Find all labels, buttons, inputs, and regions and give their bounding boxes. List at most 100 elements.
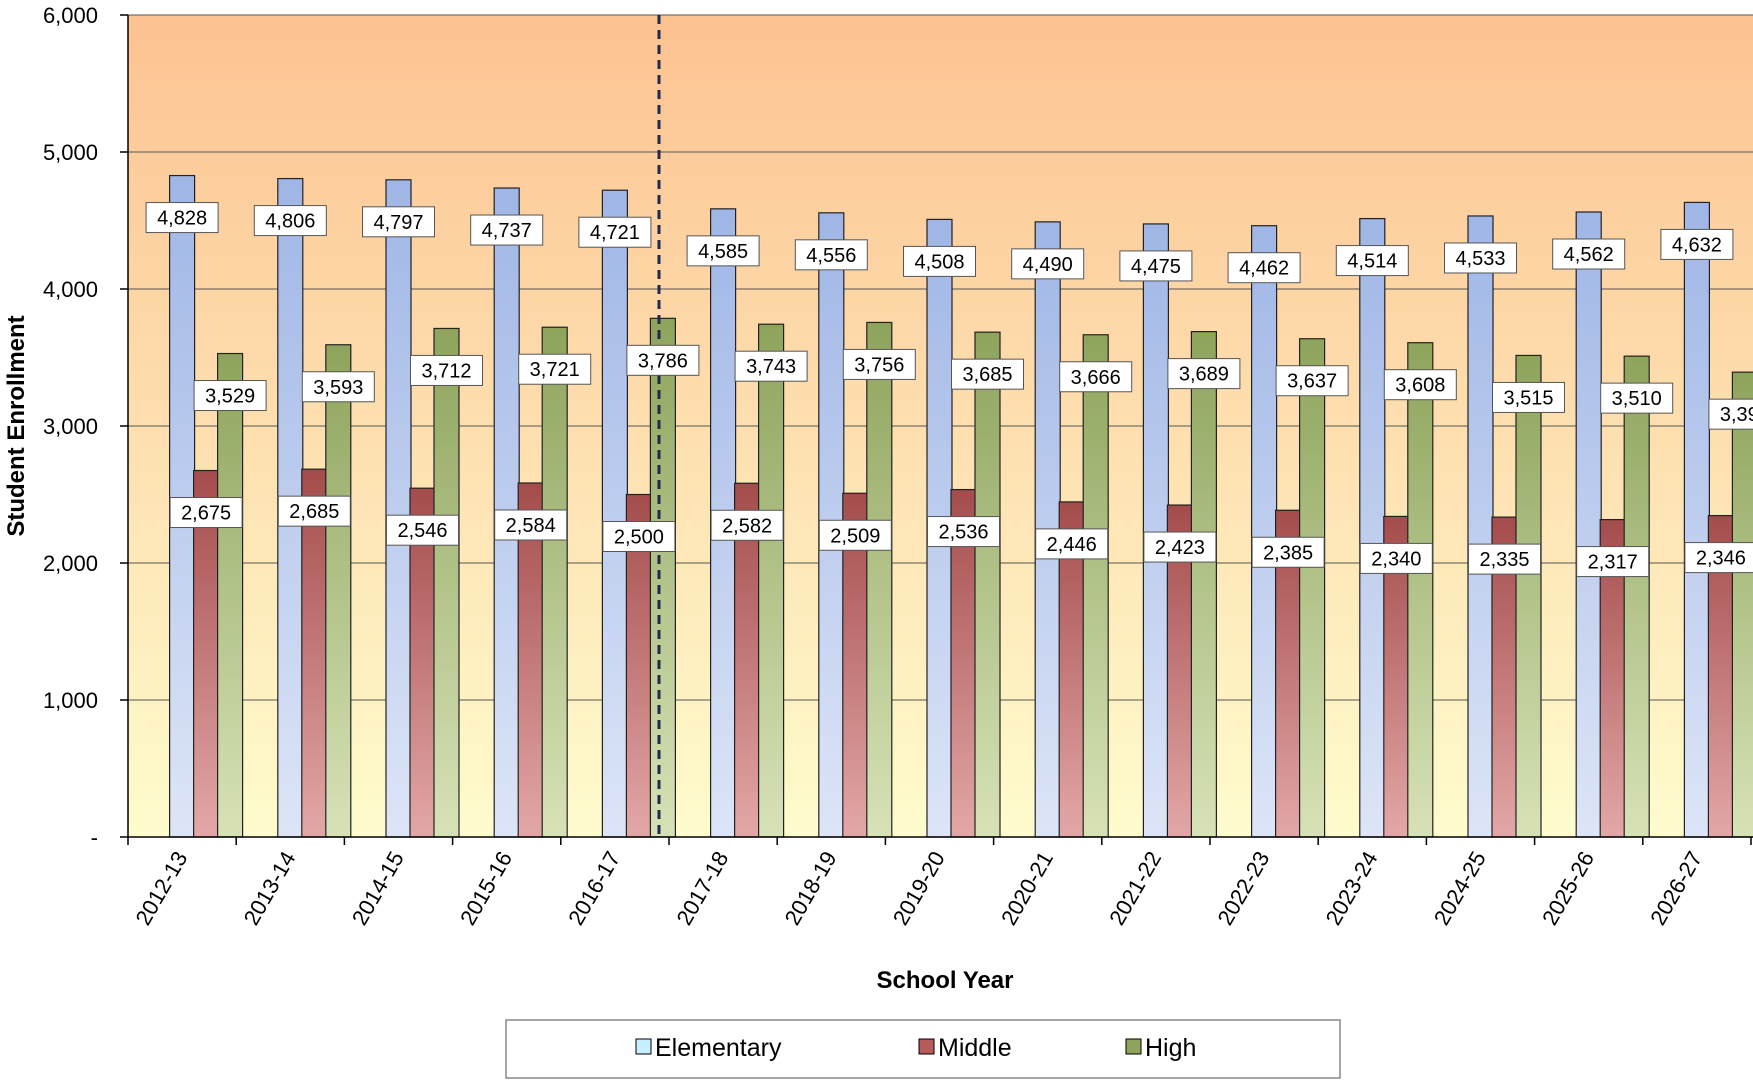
legend-label: Middle [938, 1034, 1012, 1062]
data-label-box [927, 516, 1000, 548]
axes [120, 14, 1753, 845]
data-label-box [1708, 398, 1753, 430]
x-tick-label: 2021-22 [1104, 847, 1166, 929]
data-label-high-2013-14: 3,593 [301, 371, 375, 403]
x-axis-title: School Year [877, 967, 1014, 994]
bar-elementary-2023-24 [1359, 217, 1386, 838]
data-label-box [253, 205, 327, 237]
data-label-box [1383, 369, 1457, 401]
data-label-elementary-2019-20: 4,508 [903, 245, 976, 277]
x-tick-label: 2016-17 [563, 847, 625, 929]
data-label-text: 2,317 [1588, 552, 1638, 574]
x-tick-label: 2013-14 [239, 847, 301, 929]
data-label-high-2019-20: 3,685 [951, 358, 1024, 390]
data-label-box [386, 514, 459, 546]
data-label-elementary-2020-21: 4,490 [1011, 248, 1085, 280]
data-label-text: 3,689 [1179, 364, 1229, 386]
data-label-high-2015-16: 3,721 [518, 353, 592, 385]
legend-item-high: High [1125, 1034, 1196, 1062]
data-label-high-2020-21: 3,666 [1059, 361, 1133, 393]
data-label-text: 2,385 [1263, 542, 1313, 564]
bar-high-2019-20 [974, 331, 1001, 838]
bar-high-2018-19 [866, 321, 893, 838]
data-label-elementary-2022-23: 4,462 [1227, 252, 1301, 284]
bar-high-2013-14 [325, 344, 352, 838]
data-label-middle-2012-13: 2,675 [169, 497, 243, 529]
data-label-middle-2025-26: 2,317 [1576, 546, 1650, 578]
data-label-box [1684, 542, 1753, 574]
x-tick-label: 2020-21 [996, 847, 1058, 929]
data-label-box [602, 521, 676, 552]
x-tick-label: 2026-27 [1645, 847, 1707, 929]
data-label-text: 2,335 [1479, 549, 1529, 571]
data-label-high-2021-22: 3,689 [1167, 358, 1241, 390]
data-label-middle-2013-14: 2,685 [277, 495, 351, 527]
data-label-high-2012-13: 3,529 [193, 380, 267, 412]
y-tick-label: - [91, 825, 98, 850]
data-label-middle-2026-27: 2,346 [1684, 542, 1753, 574]
data-label-box [794, 239, 868, 271]
data-label-high-2017-18: 3,743 [734, 350, 808, 382]
y-axis-title: Student Enrollment [3, 315, 30, 536]
data-label-text: 4,632 [1672, 234, 1722, 256]
data-label-box [1059, 361, 1133, 393]
data-label-box [1444, 242, 1517, 274]
bar-middle-2015-16 [517, 482, 544, 838]
bar-high-2017-18 [757, 323, 785, 838]
data-label-text: 4,806 [265, 211, 315, 233]
bar-middle-2014-15 [409, 487, 436, 838]
data-label-box [1552, 238, 1626, 270]
data-label-text: 3,666 [1071, 367, 1121, 389]
data-label-elementary-2025-26: 4,562 [1552, 238, 1626, 270]
bar-high-2021-22 [1190, 331, 1218, 838]
data-label-text: 2,500 [614, 527, 664, 549]
bar-elementary-2026-27 [1683, 201, 1711, 838]
data-label-box [734, 350, 808, 382]
data-label-box [626, 344, 700, 376]
data-label-text: 2,446 [1047, 534, 1097, 556]
data-label-box [518, 353, 592, 385]
data-label-elementary-2015-16: 4,737 [470, 214, 544, 246]
data-label-text: 2,509 [830, 525, 880, 547]
data-label-text: 4,462 [1239, 258, 1289, 280]
bar-high-2024-25 [1515, 354, 1542, 838]
legend-swatch [635, 1038, 652, 1055]
data-label-text: 2,346 [1696, 548, 1746, 570]
data-label-elementary-2017-18: 4,585 [686, 235, 760, 267]
x-tick-label: 2022-23 [1212, 847, 1274, 929]
data-label-elementary-2012-13: 4,828 [145, 202, 219, 234]
legend-label: Elementary [655, 1034, 782, 1062]
data-label-box [1359, 542, 1433, 574]
data-label-elementary-2026-27: 4,632 [1660, 228, 1734, 260]
x-tick-label: 2015-16 [455, 847, 517, 929]
y-tick-label: 6,000 [43, 3, 98, 28]
data-label-text: 4,797 [373, 212, 423, 234]
legend-item-middle: Middle [918, 1034, 1012, 1062]
data-label-high-2026-27: 3,393 [1708, 398, 1753, 430]
data-label-text: 4,533 [1455, 248, 1505, 270]
bar-high-2026-27 [1731, 371, 1753, 838]
data-label-high-2016-17: 3,786 [626, 344, 700, 376]
data-label-elementary-2024-25: 4,533 [1444, 242, 1517, 274]
bar-elementary-2014-15 [385, 179, 412, 838]
data-label-middle-2014-15: 2,546 [386, 514, 459, 546]
data-label-middle-2017-18: 2,582 [710, 509, 784, 541]
bar-high-2016-17 [649, 317, 677, 838]
bar-elementary-2016-17 [601, 189, 629, 838]
data-label-text: 2,582 [722, 515, 772, 537]
data-label-box [1468, 543, 1541, 575]
bar-high-2020-21 [1082, 334, 1109, 838]
data-label-text: 2,423 [1155, 537, 1205, 559]
y-tick-labels: - 1,000 2,000 3,000 4,000 5,000 6,000 [43, 3, 98, 850]
data-label-box [951, 358, 1024, 390]
data-label-text: 4,737 [482, 220, 532, 242]
y-tick-label: 3,000 [43, 414, 98, 439]
data-label-text: 4,475 [1131, 256, 1181, 278]
data-label-text: 4,562 [1564, 244, 1614, 266]
data-label-high-2022-23: 3,637 [1275, 365, 1349, 397]
data-label-text: 3,393 [1720, 404, 1753, 426]
bar-high-2025-26 [1623, 355, 1650, 838]
data-label-text: 3,593 [313, 377, 363, 399]
data-label-elementary-2016-17: 4,721 [578, 216, 652, 248]
x-tick-label: 2017-18 [671, 847, 733, 929]
